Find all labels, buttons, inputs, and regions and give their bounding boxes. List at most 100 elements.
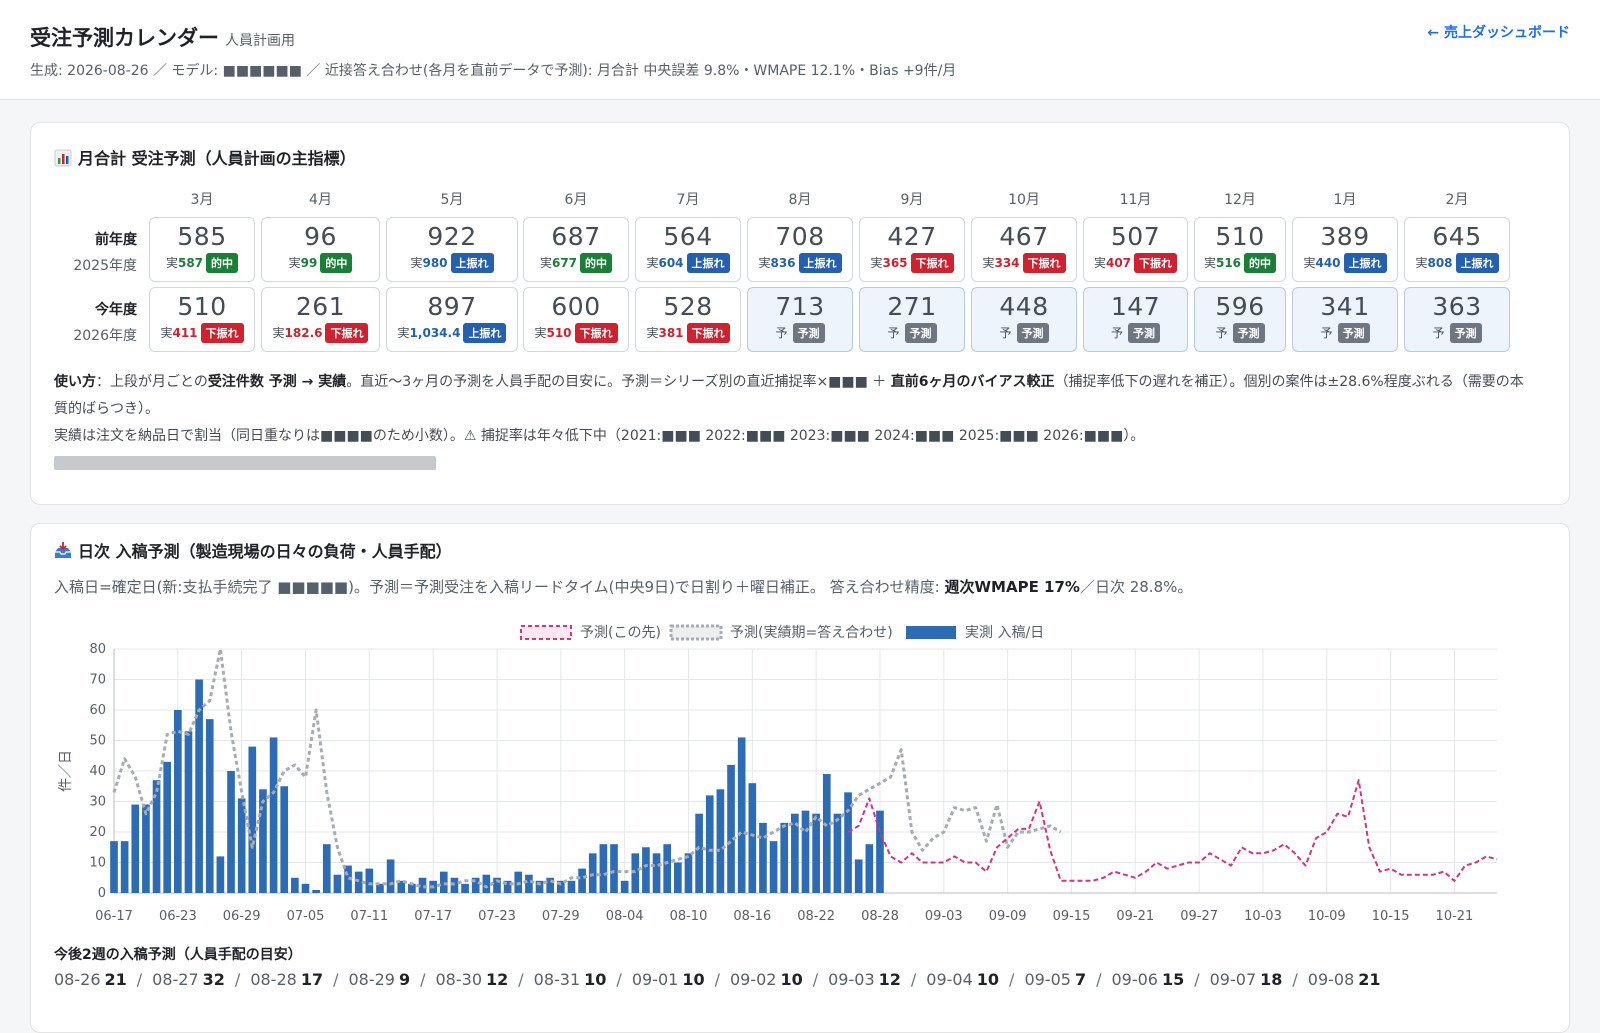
schedule-item: 09-04 10 [926, 970, 999, 989]
value-prefix: 予 [775, 326, 788, 340]
separator: / [1292, 970, 1298, 989]
separator: / [1009, 970, 1015, 989]
actual-bar [567, 880, 576, 893]
schedule-value: 15 [1161, 970, 1185, 989]
actual-value: 980 [422, 256, 448, 270]
actual-bar [227, 771, 235, 893]
actual-bar [556, 880, 565, 893]
value-prefix: 実 [1203, 256, 1216, 270]
this-year-month-cell: 448 予予測 [971, 287, 1077, 352]
month-header: 11月 [1119, 192, 1152, 208]
schedule-item: 08-31 10 [534, 970, 607, 989]
actual-bar [801, 810, 810, 893]
actual-value: 587 [177, 256, 204, 270]
actual-bar [844, 792, 852, 893]
actual-bar [439, 871, 448, 893]
status-badge: 下振れ [910, 253, 954, 273]
x-tick-label: 07-23 [478, 909, 516, 924]
forecast-value: 341 [1320, 292, 1370, 321]
schedule-date: 09-08 [1307, 970, 1355, 989]
value-prefix: 予 [1215, 326, 1228, 340]
schedule-value: 7 [1074, 970, 1087, 989]
status-badge: 予測 [792, 323, 825, 343]
monthly-forecast-card: 月合計 受注予測（人員計画の主指標） 3月 4月 5月 6月 7月 8月 9月 10月 11月 1… [30, 122, 1570, 505]
actual-line: 実407 下振れ [1084, 253, 1187, 273]
schedule-value: 21 [104, 970, 127, 989]
actual-bar [493, 877, 501, 893]
separator: / [910, 970, 917, 989]
value-prefix: 予 [1320, 326, 1333, 340]
prev-year-month-cell: 645 実808 上振れ [1404, 217, 1510, 282]
actual-value: 365 [882, 256, 908, 270]
month-header: 7月 [676, 192, 700, 208]
future-forecast-line [847, 779, 1498, 882]
page-title: 受注予測カレンダー 人員計画用 [30, 26, 295, 50]
y-tick-label: 60 [89, 703, 106, 718]
schedule-date: 08-29 [348, 970, 395, 989]
value-prefix: 実 [288, 256, 301, 270]
actual-bar [642, 847, 650, 893]
value-prefix: 実 [646, 326, 659, 340]
actual-value: 604 [658, 256, 684, 270]
value-prefix: 予 [887, 326, 900, 340]
forecast-value: 596 [1215, 292, 1265, 321]
schedule-value: 17 [300, 970, 324, 989]
status-badge: 上振れ [463, 323, 507, 343]
this-year-month-cell: 510 実411 下振れ [149, 287, 255, 352]
monthly-forecast-title: 月合計 受注予測（人員計画の主指標） [54, 145, 356, 169]
month-header: 6月 [564, 192, 588, 208]
value-prefix: 実 [646, 256, 659, 270]
forecast-value: 600 [551, 292, 601, 321]
prev-year-month-cell: 687 実677 的中 [523, 217, 629, 282]
legend-label: 予測(実績期=答え合わせ) [730, 624, 893, 641]
separator: / [1194, 970, 1200, 989]
forecast-value: 645 [1432, 222, 1482, 251]
x-tick-label: 09-27 [1180, 909, 1218, 924]
actual-bar [195, 679, 203, 893]
actual-bar [365, 868, 374, 893]
status-badge: 下振れ [574, 323, 618, 343]
separator: / [1096, 970, 1102, 989]
sales-dashboard-link[interactable]: ← 売上ダッシュボード [1427, 25, 1570, 41]
actual-bar [216, 856, 225, 893]
actual-bar [461, 883, 469, 893]
schedule-value: 10 [976, 970, 1000, 989]
actual-line: 実411 下振れ [150, 323, 254, 343]
y-tick-label: 30 [89, 795, 106, 810]
actual-bar [184, 731, 193, 893]
schedule-item: 08-26 21 [54, 970, 127, 989]
x-tick-label: 07-29 [542, 909, 580, 924]
actual-bar [301, 883, 310, 893]
schedule-item: 09-06 15 [1111, 970, 1184, 989]
this-year-month-cell: 596 予予測 [1194, 287, 1286, 352]
schedule-value: 10 [780, 970, 803, 989]
schedule-date: 09-02 [729, 970, 777, 989]
forecast-value: 564 [663, 222, 713, 251]
schedule-date: 08-30 [435, 970, 483, 989]
schedule-date: 08-31 [533, 970, 581, 989]
actual-line: 実808 上振れ [1405, 253, 1509, 273]
separator: / [812, 970, 819, 989]
status-badge: 下振れ [200, 323, 244, 343]
forecast-value: 147 [1110, 292, 1161, 321]
value-prefix: 予 [999, 326, 1012, 340]
actual-line: 予予測 [1195, 323, 1285, 343]
prev-year-month-cell: 564 実604 上振れ [635, 217, 741, 282]
this-year-month-cell: 271 予予測 [859, 287, 965, 352]
actual-bar [876, 810, 884, 893]
x-tick-label: 07-17 [414, 909, 452, 924]
actual-bar [354, 871, 363, 893]
schedule-value: 10 [682, 970, 705, 989]
schedule-date: 09-07 [1209, 970, 1257, 989]
actual-bar [684, 853, 693, 893]
actual-bar [205, 719, 214, 893]
actual-bar [780, 822, 789, 893]
month-header: 5月 [440, 192, 464, 208]
schedule-item: 09-07 18 [1210, 970, 1283, 989]
inbox-tray-icon [54, 542, 72, 560]
actual-bar [578, 868, 586, 893]
actual-value: 677 [551, 256, 578, 270]
x-tick-label: 08-04 [606, 909, 644, 924]
legend-label: 実測 入稿/日 [965, 625, 1044, 641]
this-year-month-cell: 147 予予測 [1083, 287, 1188, 352]
